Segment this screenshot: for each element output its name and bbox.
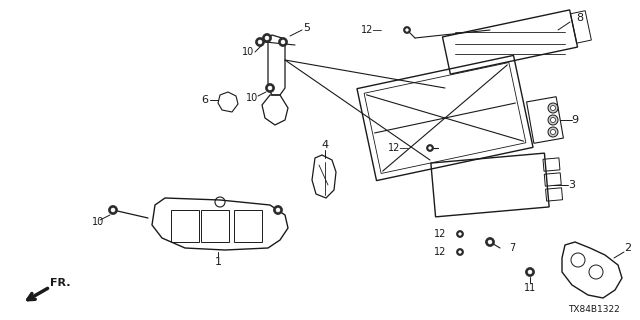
- Circle shape: [548, 103, 558, 113]
- Circle shape: [456, 230, 463, 237]
- Circle shape: [528, 270, 532, 274]
- Circle shape: [262, 34, 271, 43]
- Circle shape: [266, 84, 275, 92]
- Circle shape: [456, 249, 463, 255]
- Circle shape: [548, 127, 558, 137]
- Text: 12: 12: [434, 247, 446, 257]
- Circle shape: [426, 145, 433, 151]
- Circle shape: [548, 115, 558, 125]
- Text: 3: 3: [568, 180, 575, 190]
- Circle shape: [459, 251, 461, 253]
- Circle shape: [525, 268, 534, 276]
- Circle shape: [111, 208, 115, 212]
- Circle shape: [276, 208, 280, 212]
- Text: 10: 10: [92, 217, 104, 227]
- Circle shape: [406, 28, 408, 31]
- Circle shape: [488, 240, 492, 244]
- Circle shape: [403, 27, 410, 34]
- Text: FR.: FR.: [50, 278, 70, 288]
- Text: TX84B1322: TX84B1322: [568, 306, 620, 315]
- Circle shape: [429, 147, 431, 149]
- Text: 9: 9: [572, 115, 579, 125]
- Text: 11: 11: [524, 283, 536, 293]
- Circle shape: [109, 205, 118, 214]
- Circle shape: [278, 37, 287, 46]
- Text: 8: 8: [577, 13, 584, 23]
- Circle shape: [550, 106, 556, 110]
- Text: 12—: 12—: [361, 25, 383, 35]
- Text: 2: 2: [625, 243, 632, 253]
- Circle shape: [459, 233, 461, 236]
- Circle shape: [486, 237, 495, 246]
- Circle shape: [550, 130, 556, 134]
- Text: 12—: 12—: [388, 143, 410, 153]
- Text: 6: 6: [202, 95, 209, 105]
- Text: 10: 10: [242, 47, 254, 57]
- Text: 10: 10: [246, 93, 258, 103]
- Text: 7: 7: [509, 243, 515, 253]
- Text: 5: 5: [303, 23, 310, 33]
- Text: 4: 4: [321, 140, 328, 150]
- Circle shape: [550, 117, 556, 123]
- Circle shape: [281, 40, 285, 44]
- Circle shape: [265, 36, 269, 40]
- Circle shape: [268, 86, 272, 90]
- Circle shape: [273, 205, 282, 214]
- Circle shape: [258, 40, 262, 44]
- Circle shape: [255, 37, 264, 46]
- Text: 12: 12: [434, 229, 446, 239]
- Text: 1: 1: [214, 257, 221, 267]
